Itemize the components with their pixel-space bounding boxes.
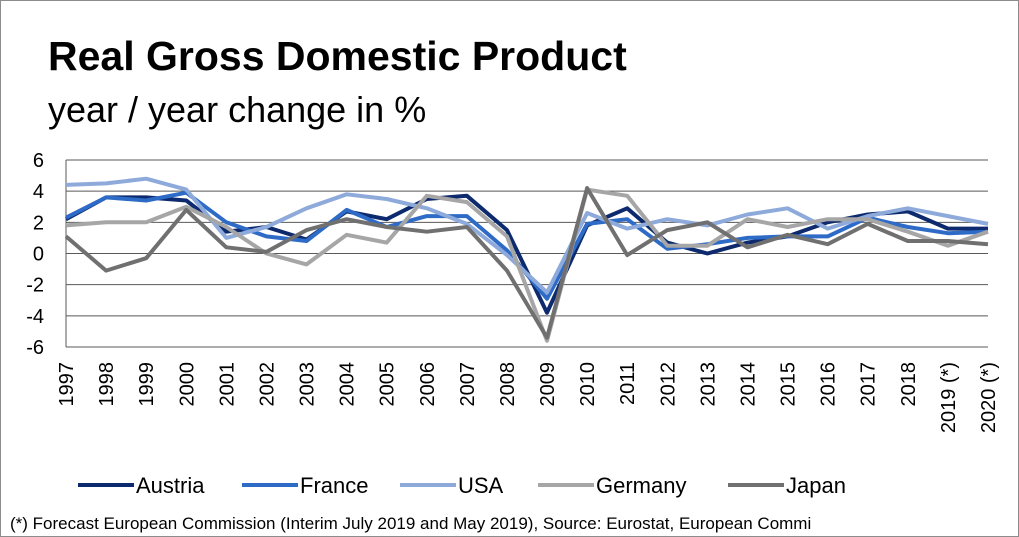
- y-tick-label: 6: [33, 150, 44, 172]
- y-tick-label: 0: [33, 244, 44, 266]
- y-tick-label: 4: [33, 181, 44, 203]
- legend-label: USA: [458, 473, 504, 498]
- y-tick-label: -6: [26, 337, 44, 359]
- x-tick-label: 2007: [457, 362, 479, 407]
- x-tick-label: 1999: [136, 362, 158, 407]
- legend-label: France: [300, 473, 368, 498]
- legend-item: Germany: [538, 473, 686, 498]
- x-tick-label: 2017: [858, 362, 880, 407]
- x-tick-label: 2001: [216, 362, 238, 407]
- x-tick-label: 2015: [778, 362, 800, 407]
- series-line: [65, 176, 989, 295]
- x-tick-label: 2006: [417, 362, 439, 407]
- x-tick-label: 2008: [497, 362, 519, 407]
- x-tick-label: 1997: [56, 362, 78, 407]
- footnote: (*) Forecast European Commission (Interi…: [10, 514, 811, 533]
- x-tick-label: 2003: [297, 362, 319, 407]
- legend-item: USA: [400, 473, 504, 498]
- x-tick-label: 2011: [617, 362, 639, 405]
- x-tick-label: 2016: [818, 362, 840, 407]
- x-tick-label: 2005: [377, 362, 399, 407]
- x-tick-label: 2020 (*): [978, 362, 1000, 433]
- x-tick-label: 2013: [697, 362, 719, 407]
- legend-label: Austria: [136, 473, 205, 498]
- legend-item: Japan: [728, 473, 846, 498]
- chart-title: Real Gross Domestic Product: [48, 33, 627, 79]
- legend-label: Japan: [786, 473, 846, 498]
- series-line: [64, 186, 989, 340]
- x-tick-label: 2009: [537, 362, 559, 407]
- x-tick-label: 2000: [176, 362, 198, 407]
- y-tick-label: -2: [26, 275, 44, 297]
- x-tick-label: 2010: [577, 362, 599, 407]
- x-tick-label: 2012: [657, 362, 679, 407]
- x-tick-label: 2014: [737, 362, 759, 407]
- y-tick-label: 2: [33, 212, 44, 234]
- y-tick-label: -4: [26, 306, 44, 328]
- series-line: [65, 187, 989, 343]
- x-tick-label: 2018: [898, 362, 920, 407]
- x-tick-label: 1998: [96, 362, 118, 407]
- x-tick-label: 2004: [337, 362, 359, 407]
- x-tick-label: 2002: [256, 362, 278, 407]
- x-tick-label: 2019 (*): [938, 362, 960, 433]
- legend-label: Germany: [596, 473, 686, 498]
- legend-item: France: [242, 473, 368, 498]
- legend-item: Austria: [78, 473, 205, 498]
- chart-subtitle: year / year change in %: [48, 89, 426, 130]
